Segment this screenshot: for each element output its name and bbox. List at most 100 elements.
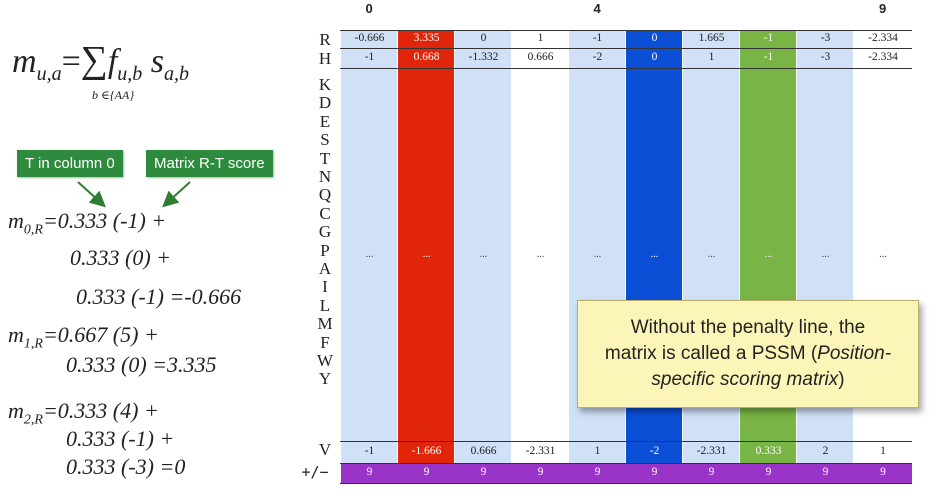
pssm-formula: mu,a=∑fu,b sa,b [12, 38, 189, 86]
matrix-column-0 [341, 30, 397, 464]
equation-m1-line2: 0.333 (0) =3.335 [66, 352, 217, 377]
row-label-T: T [319, 148, 331, 168]
row-label-F: F [320, 332, 330, 352]
matrix-rule-1 [340, 48, 912, 49]
formula-s-sub: a,b [164, 62, 190, 85]
cell-g-2: ... [479, 249, 488, 260]
callout-line-1: Without the penalty line, the [630, 317, 866, 338]
cell-penalty-9: 9 [880, 466, 886, 478]
equation-m0-text: =0.333 (-1) + [42, 208, 167, 233]
cell-penalty-3: 9 [537, 466, 544, 478]
pssm-callout: Without the penalty line, the matrix is … [577, 300, 919, 408]
row-label-G: G [318, 222, 332, 242]
cell-h-8: -3 [820, 51, 831, 63]
cell-r-1: 3.335 [413, 32, 440, 44]
cell-v-6: -2.331 [696, 445, 727, 457]
equation-m2-text: =0.333 (4) + [42, 398, 159, 423]
equation-m0: m0,R=0.333 (-1) + [8, 208, 166, 238]
cell-v-8: 2 [822, 445, 829, 457]
cell-g-9: ... [879, 249, 887, 260]
callout-line-2b: Position- [817, 343, 892, 364]
cell-v-3: -2.331 [525, 445, 556, 457]
equation-m0-line2: 0.333 (0) + [70, 245, 171, 270]
formula-lhs: m [12, 43, 37, 80]
callout-line-2: matrix is called a PSSM (Position- [578, 341, 918, 367]
matrix-rule-2 [340, 68, 912, 69]
row-label-H: H [318, 49, 332, 68]
arrow-left [77, 181, 106, 208]
tag-arrows [77, 181, 191, 208]
equation-m1-text: =0.667 (5) + [42, 322, 159, 347]
cell-r-4: -1 [592, 32, 603, 44]
cell-h-7: -1 [763, 51, 774, 63]
matrix-rule-5 [340, 483, 912, 484]
formula-s: s [150, 43, 165, 80]
tag-t-in-column-0: T in column 0 [17, 150, 123, 177]
row-label-Q: Q [318, 185, 332, 205]
cell-h-5: 0 [651, 51, 658, 63]
equation-m1-m: m [8, 322, 24, 347]
row-label-N: N [318, 167, 332, 186]
equation-m0-line3: 0.333 (-1) =-0.666 [76, 284, 242, 309]
cell-h-4: -2 [592, 51, 603, 63]
matrix-rule-4 [340, 463, 912, 464]
cell-v-4: 1 [594, 445, 601, 457]
row-label-V: V [318, 440, 332, 459]
row-label-S: S [320, 130, 330, 150]
row-label-M: M [317, 314, 333, 334]
callout-line-3b: ) [838, 369, 845, 390]
cell-h-1: 0.668 [413, 51, 440, 63]
cell-g-8: ... [821, 249, 830, 260]
cell-g-7: ... [764, 249, 773, 260]
equation-m1-sub: 1,R [23, 336, 43, 352]
equation-m2-sub: 2,R [23, 412, 43, 428]
cell-h-3: 0.666 [527, 51, 554, 63]
cell-v-1: -1.666 [411, 445, 442, 457]
equation-m2-m: m [8, 398, 24, 423]
cell-r-7: -1 [763, 32, 774, 44]
cell-r-5: 0 [651, 32, 658, 44]
row-label-I: I [322, 277, 328, 297]
cell-g-4: ... [593, 249, 602, 260]
equation-m0-m: m [8, 208, 24, 233]
cell-penalty-5: 9 [651, 466, 658, 478]
equation-m1: m1,R=0.667 (5) + [8, 322, 159, 352]
cell-r-6: 1.665 [698, 32, 725, 44]
formula-f-sub: u,b [117, 62, 143, 85]
formula-equals: = [61, 43, 81, 80]
cell-g-3: ... [536, 249, 545, 260]
penalty-row-bg [341, 463, 912, 483]
cell-h-9: -2.334 [868, 51, 898, 63]
row-label-R: R [319, 30, 331, 49]
cell-g-6: ... [707, 249, 716, 260]
cell-v-5: -2 [649, 445, 660, 457]
callout-line-3: specific scoring matrix) [578, 367, 918, 393]
cell-r-9: -2.334 [868, 32, 898, 44]
row-label-A: A [318, 259, 332, 278]
matrix-rule-0 [340, 30, 912, 31]
cell-v-9: 1 [880, 445, 886, 457]
equation-m2: m2,R=0.333 (4) + [8, 398, 159, 428]
cell-g-5: ... [650, 249, 659, 260]
column-label-9: 9 [879, 1, 887, 16]
cell-v-2: 0.666 [470, 445, 497, 457]
cell-h-0: -1 [364, 51, 375, 63]
cell-penalty-7: 9 [765, 466, 772, 478]
cell-h-6: 1 [708, 51, 715, 63]
cell-v-7: 0.333 [755, 445, 782, 457]
row-label-C: C [319, 203, 331, 223]
matrix-rule-3 [340, 441, 912, 442]
row-label-K: K [318, 75, 332, 94]
cell-penalty-2: 9 [480, 466, 487, 478]
cell-penalty-6: 9 [708, 466, 715, 478]
row-label-penalty: +/− [301, 463, 329, 481]
formula-sum-range: b ∈{AA} [92, 88, 135, 102]
formula-sum: ∑ [80, 39, 108, 81]
cell-v-0: -1 [364, 445, 375, 457]
tag-matrix-rt-score: Matrix R-T score [146, 150, 273, 177]
cell-penalty-4: 9 [594, 466, 601, 478]
callout-line-2a: matrix is called a PSSM ( [604, 343, 818, 364]
arrow-right [162, 181, 191, 208]
row-label-P: P [320, 240, 330, 260]
cell-r-0: -0.666 [354, 32, 385, 44]
